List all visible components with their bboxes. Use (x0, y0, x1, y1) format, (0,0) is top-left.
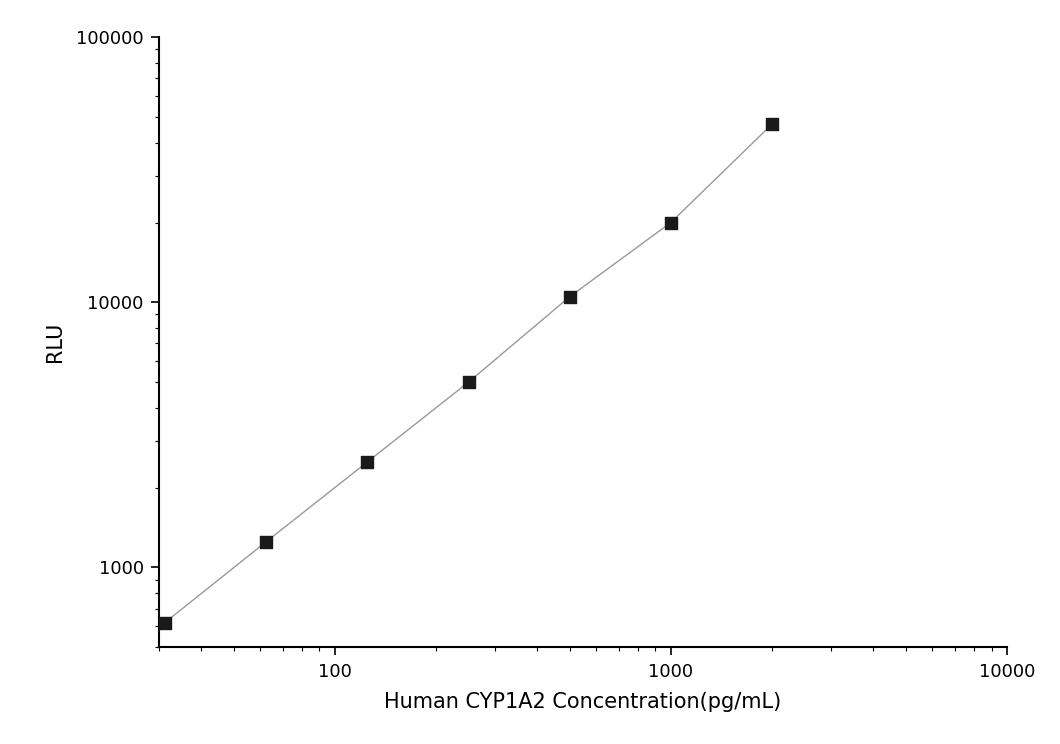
Point (763, 118, 780, 130)
Point (359, 456, 376, 468)
Point (157, 617, 174, 629)
Y-axis label: RLU: RLU (45, 322, 65, 362)
Point (460, 376, 477, 388)
Point (662, 217, 679, 228)
Point (258, 536, 275, 548)
X-axis label: Human CYP1A2 Concentration(pg/mL): Human CYP1A2 Concentration(pg/mL) (385, 692, 781, 712)
Point (561, 291, 578, 303)
